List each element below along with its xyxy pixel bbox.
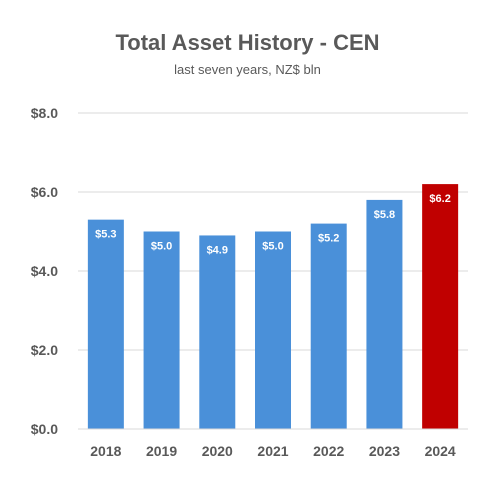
y-tick-label: $2.0: [31, 342, 58, 358]
data-label: $4.9: [207, 244, 228, 256]
x-tick-label: 2019: [146, 443, 177, 459]
bar: [143, 231, 180, 429]
x-tick-label: 2023: [369, 443, 400, 459]
x-tick-label: 2022: [313, 443, 344, 459]
y-tick-label: $4.0: [31, 263, 58, 279]
bar: [422, 184, 459, 429]
y-tick-label: $6.0: [31, 184, 58, 200]
data-label: $5.0: [151, 241, 172, 253]
chart-title: Total Asset History - CEN: [115, 30, 380, 55]
data-label: $6.2: [429, 193, 450, 205]
bar: [310, 223, 347, 429]
chart-subtitle: last seven years, NZ$ bln: [174, 62, 321, 77]
x-tick-label: 2020: [202, 443, 233, 459]
x-tick-label: 2021: [257, 443, 288, 459]
data-label: $5.3: [95, 229, 116, 241]
x-tick-label: 2024: [425, 443, 456, 459]
data-label: $5.8: [374, 209, 395, 221]
bar: [255, 231, 291, 429]
y-tick-label: $0.0: [31, 421, 58, 437]
x-tick-label: 2018: [90, 443, 121, 459]
bar: [199, 235, 236, 429]
bar: [366, 199, 403, 429]
data-label: $5.2: [318, 233, 339, 245]
bar: [87, 219, 124, 429]
y-tick-label: $8.0: [31, 105, 58, 121]
data-label: $5.0: [262, 241, 283, 253]
